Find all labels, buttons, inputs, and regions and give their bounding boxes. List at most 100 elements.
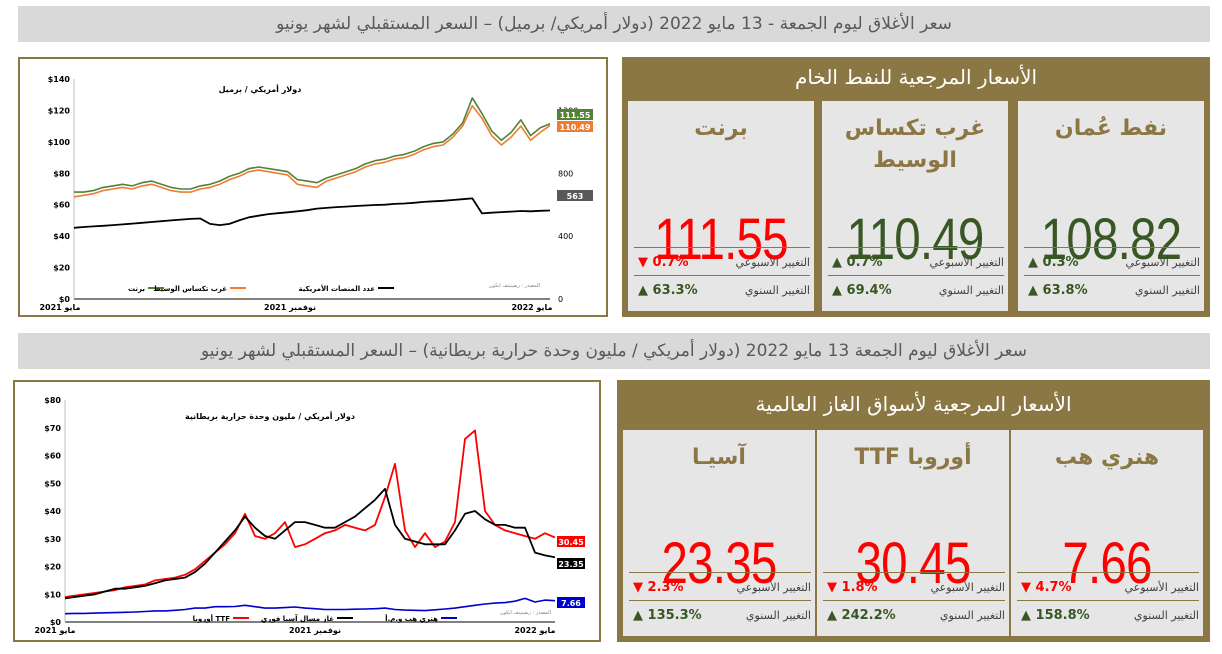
down-triangle-icon: ▼ [1021, 579, 1036, 595]
annual-change-value: ▲ 63.3% [638, 282, 698, 298]
stat-divider [823, 600, 1005, 601]
y-tick-label: $40 [44, 507, 61, 516]
up-triangle-icon: ▲ [633, 607, 648, 623]
card-name: غرب تكساس الوسيط [844, 116, 986, 173]
series-line-2 [64, 597, 556, 615]
y-tick-label: $20 [53, 264, 70, 273]
last-value-badge [557, 536, 585, 547]
annual-change-label: التغيير السنوي [938, 283, 1004, 297]
chart-svg: $0 $10 $20 $30 $40 $50 $60 $70 $80 مايو 2021 نوفمب… [34, 396, 585, 635]
gas-benchmark-panel: الأسعار المرجعية لأسواق الغاز العالمية ه… [617, 380, 1210, 642]
card-price-value: 110.49 [846, 207, 984, 272]
weekly-change-row: ▲ 0.7% التغيير الأسبوعي [832, 251, 1004, 273]
weekly-change-value: ▼ 0.7% [638, 254, 689, 270]
up-triangle-icon: ▲ [827, 607, 842, 623]
last-value-badge [557, 597, 585, 608]
oil-price-chart: $0$20$40$60$80$100$120$14004008001200ماي… [18, 57, 608, 317]
up-triangle-icon: ▲ [832, 254, 847, 270]
card-name: آسيـا [692, 445, 746, 470]
last-value-badge [557, 109, 593, 120]
stat-divider [634, 247, 810, 248]
down-triangle-icon: ▼ [633, 579, 648, 595]
stat-divider [828, 247, 1004, 248]
y-tick-label: $20 [44, 563, 61, 572]
card-price-value: 111.55 [654, 207, 788, 272]
y-tick-label: $10 [44, 590, 61, 599]
oil-banner: سعر الأغلاق ليوم الجمعة - 13 مايو 2022 (… [18, 6, 1210, 42]
gas-card-2: آسيـا 23.35 ▼ 2.3% التغيير الأسبوعي ▲ 135.3%… [623, 430, 815, 636]
gas-card-0: هنري هب 7.66 ▼ 4.7% التغيير الأسبوعي ▲ 158.8… [1011, 430, 1203, 636]
up-triangle-icon: ▲ [832, 282, 847, 298]
card-price-value: 108.82 [1040, 207, 1182, 272]
x-tick-label: مايو 2022 [511, 303, 552, 312]
weekly-change-label: التغيير الأسبوعي [1124, 580, 1199, 594]
annual-change-label: التغيير السنوي [1133, 608, 1199, 622]
y-tick-label: $0 [59, 295, 71, 304]
weekly-change-row: ▼ 1.8% التغيير الأسبوعي [827, 576, 1005, 598]
last-value-badge [557, 121, 593, 132]
y-tick-label: $80 [44, 396, 61, 405]
y-tick-label: $100 [48, 138, 71, 147]
weekly-change-value: ▼ 4.7% [1021, 579, 1072, 595]
annual-change-row: ▲ 242.2% التغيير السنوي [827, 604, 1005, 626]
weekly-change-label: التغيير الأسبوعي [929, 255, 1004, 269]
chart-source: المصدر : ريفينيتف ايكون [489, 283, 540, 289]
y-tick-label: $60 [44, 452, 61, 461]
stat-divider [823, 572, 1005, 573]
last-value-label: 563 [567, 192, 584, 201]
legend-label: غاز مسال آسيا فوري [261, 614, 334, 623]
last-value-label: 110.49 [560, 123, 591, 132]
y-tick-label: $60 [53, 201, 70, 210]
weekly-change-label: التغيير الأسبوعي [930, 580, 1005, 594]
y-tick-label: $80 [53, 169, 70, 178]
y2-tick-label: 800 [558, 169, 573, 178]
stat-divider [1024, 275, 1200, 276]
legend-label: عدد المنصات الأمريكية [298, 284, 375, 293]
card-price-value: 7.66 [1062, 531, 1152, 596]
last-value-label: 30.45 [558, 538, 584, 547]
weekly-change-label: التغيير الأسبوعي [735, 255, 810, 269]
y2-tick-label: 0 [558, 295, 563, 304]
y-tick-label: $40 [53, 232, 70, 241]
last-value-label: 23.35 [558, 560, 584, 569]
annual-change-row: ▲ 63.8% التغيير السنوي [1028, 279, 1200, 301]
series-line-1 [73, 104, 551, 198]
card-name: برنت [694, 116, 748, 141]
oil-card-2: برنت 111.55 ▼ 0.7% التغيير الأسبوعي ▲ 63.3% ا… [628, 101, 814, 311]
x-tick-label: نوفمبر 2021 [264, 303, 316, 312]
y-tick-label: $30 [44, 535, 61, 544]
weekly-change-value: ▼ 1.8% [827, 579, 878, 595]
stat-divider [1017, 572, 1199, 573]
weekly-change-row: ▼ 2.3% التغيير الأسبوعي [633, 576, 811, 598]
weekly-change-row: ▼ 4.7% التغيير الأسبوعي [1021, 576, 1199, 598]
weekly-change-row: ▼ 0.7% التغيير الأسبوعي [638, 251, 810, 273]
weekly-change-label: التغيير الأسبوعي [736, 580, 811, 594]
chart-source: المصدر : ريفينيتف ايكون [500, 610, 551, 616]
gas-banner: سعر الأغلاق ليوم الجمعة 13 مايو 2022 (دو… [18, 333, 1210, 369]
oil-card-0: نفط عُمان 108.82 ▲ 0.3% التغيير الأسبوعي ▲ 6… [1018, 101, 1204, 311]
annual-change-label: التغيير السنوي [939, 608, 1005, 622]
card-name: نفط عُمان [1054, 116, 1168, 141]
annual-change-row: ▲ 158.8% التغيير السنوي [1021, 604, 1199, 626]
weekly-change-label: التغيير الأسبوعي [1125, 255, 1200, 269]
legend-label: أوروبا TTF [193, 614, 231, 623]
up-triangle-icon: ▲ [1021, 607, 1036, 623]
chart-title: دولار أمريكي / برميل [219, 84, 302, 94]
legend-label: غرب تكساس الوسيط [153, 285, 227, 293]
y-tick-label: $120 [48, 106, 71, 115]
chart-title: دولار أمريكي / مليون وحدة حرارية بريطاني… [185, 411, 355, 421]
card-name: هنري هب [1054, 445, 1160, 470]
y-tick-label: $140 [48, 75, 71, 84]
up-triangle-icon: ▲ [638, 282, 653, 298]
weekly-change-value: ▼ 2.3% [633, 579, 684, 595]
stat-divider [629, 572, 811, 573]
last-value-label: 111.55 [560, 111, 591, 120]
card-name: أوروبا TTF [854, 445, 972, 470]
y-tick-label: $70 [44, 424, 61, 433]
last-value-label: 7.66 [561, 599, 581, 608]
annual-change-value: ▲ 135.3% [633, 607, 702, 623]
annual-change-value: ▲ 69.4% [832, 282, 892, 298]
gas-card-1: أوروبا TTF 30.45 ▼ 1.8% التغيير الأسبوعي ▲ 2… [817, 430, 1009, 636]
oil-panel-title: الأسعار المرجعية للنفط الخام [794, 65, 1038, 89]
stat-divider [634, 275, 810, 276]
